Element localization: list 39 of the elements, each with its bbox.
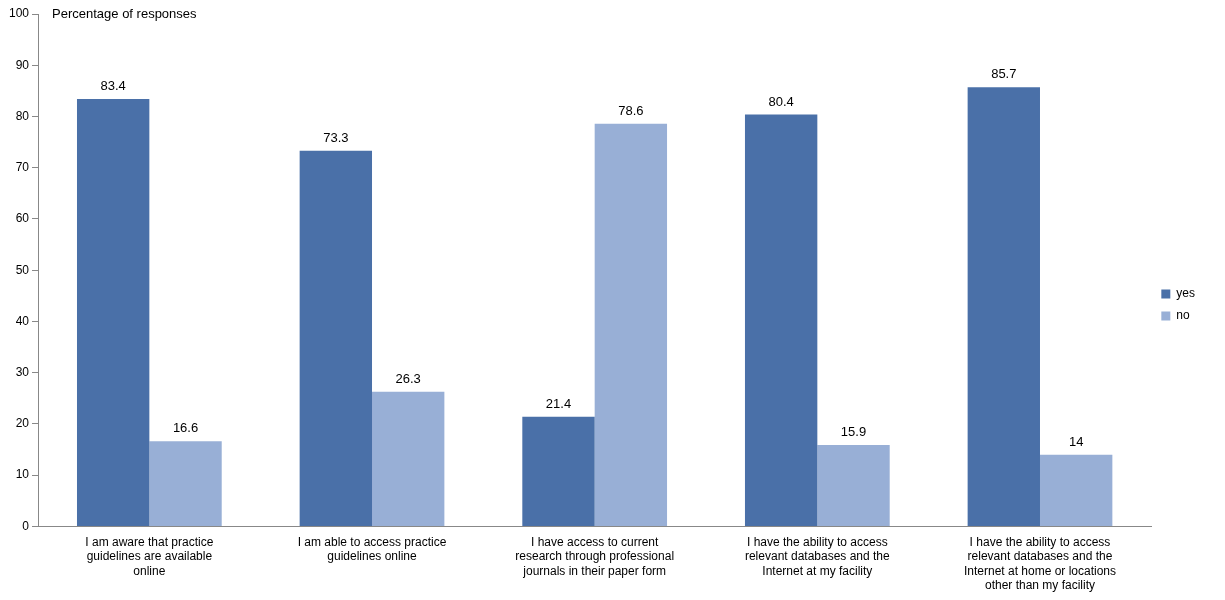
- bar: [744, 114, 818, 526]
- x-tick-label: I have the ability to access relevant databases and the Internet at my facility: [744, 534, 891, 578]
- y-tick-label: 40: [15, 313, 30, 328]
- data-label: 14: [1068, 433, 1084, 449]
- bar: [1040, 454, 1113, 526]
- y-tick-label: 50: [15, 262, 30, 277]
- legend-label: yes: [1176, 286, 1196, 301]
- y-tick-label: 20: [15, 416, 30, 431]
- bar: [149, 441, 222, 526]
- y-tick-label: 80: [15, 108, 30, 123]
- data-label: 78.6: [618, 102, 644, 118]
- y-tick-label: 60: [15, 211, 30, 226]
- data-label: 16.6: [172, 420, 199, 436]
- data-label: 80.4: [768, 93, 794, 109]
- x-tick-label: I have access to current research through professional journals in their paper form: [515, 534, 675, 578]
- y-tick-label: 100: [8, 6, 30, 21]
- bar: [817, 444, 890, 526]
- x-tick-label: I am aware that practice guidelines are available online: [85, 534, 214, 578]
- bar: [299, 150, 373, 526]
- legend-label: no: [1176, 308, 1190, 323]
- bar: [594, 123, 668, 526]
- y-tick-label: 0: [22, 518, 30, 533]
- y-tick-label: 90: [15, 57, 30, 72]
- y-axis-title: Percentage of responses: [52, 5, 198, 21]
- data-label: 21.4: [545, 395, 572, 411]
- bar: [76, 99, 150, 526]
- data-label: 73.3: [323, 129, 349, 145]
- y-tick-label: 10: [15, 467, 30, 482]
- bar: [372, 391, 445, 526]
- data-label: 15.9: [840, 424, 867, 440]
- bar: [967, 87, 1040, 526]
- y-tick-label: 30: [15, 364, 30, 379]
- data-label: 83.4: [100, 78, 126, 94]
- y-tick-label: 70: [15, 160, 30, 175]
- x-tick-label: I have the ability to access relevant databases and the Internet at home or locations other than my facility: [963, 534, 1117, 593]
- bar: [522, 416, 595, 526]
- data-label: 85.7: [991, 66, 1017, 82]
- x-tick-label: I am able to access practice guidelines online: [297, 534, 447, 564]
- data-label: 26.3: [395, 370, 421, 386]
